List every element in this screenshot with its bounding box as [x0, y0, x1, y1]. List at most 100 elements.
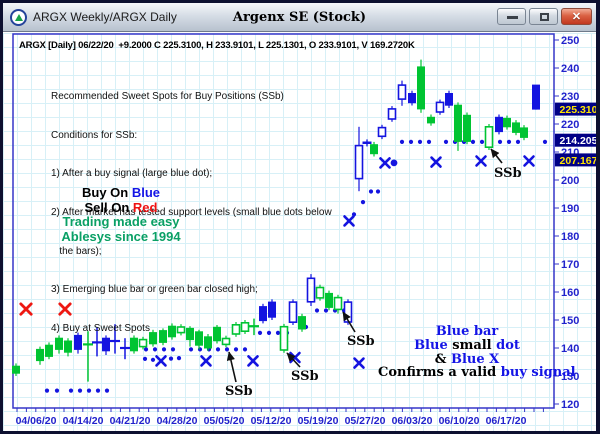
hollow-candle [176, 326, 186, 334]
buy-x-mark [343, 215, 355, 227]
filled-candle [168, 325, 176, 338]
note-line: 4) Buy at Sweet Spots [51, 323, 150, 335]
price-flag [555, 102, 596, 116]
support-dot [506, 139, 512, 144]
filled-candle [298, 316, 306, 330]
filled-candle [325, 292, 333, 308]
filled-candle [213, 326, 221, 342]
support-dot [142, 356, 148, 361]
hollow-candle [221, 337, 231, 346]
filled-candle [495, 116, 503, 133]
hollow-candle [315, 286, 325, 299]
price-flag-value: 207.167 [560, 155, 596, 167]
support-dot [104, 388, 110, 393]
instructions-note: Recommended Sweet Spots for Buy Position… [51, 65, 332, 362]
slogan-brand: Ablesys since 1994 [61, 228, 181, 244]
support-dot [77, 388, 83, 393]
slogan-sell-line: Sell On Red [84, 199, 158, 215]
maximize-button[interactable] [529, 8, 558, 25]
sell-x-mark [58, 302, 72, 316]
slogan-tagline: Trading made easy [62, 214, 180, 229]
slogan-block: Buy On Blue Sell On Red Trading made eas… [55, 185, 187, 244]
support-dot [426, 139, 432, 144]
ssb-arrow [490, 148, 503, 164]
filled-candle [370, 144, 378, 155]
hollow-candle [354, 144, 364, 180]
support-dot [68, 388, 74, 393]
legend-line-3: & Blue X [434, 351, 500, 367]
plot-border [12, 33, 555, 409]
filled-candle [520, 127, 528, 138]
y-axis-label: 140 [561, 343, 579, 355]
x-axis-label: 04/21/20 [110, 415, 151, 427]
ssb-arrow [226, 351, 237, 383]
price-chart-canvas[interactable]: 2502402302202102001901801701601501401301… [3, 33, 596, 431]
filled-candle [445, 93, 453, 106]
price-flag-value: 225.310 [560, 104, 596, 116]
support-dot [44, 388, 50, 393]
hollow-candle [435, 101, 445, 113]
support-dot [417, 139, 423, 144]
buy-x-mark [430, 156, 442, 168]
support-dot [161, 347, 167, 352]
hollow-candle [387, 108, 397, 120]
app-logo-icon [10, 8, 27, 26]
filled-candle [55, 337, 63, 350]
price-flag-value: 214.205 [560, 135, 596, 147]
hollow-candle [240, 321, 250, 332]
price-flag [555, 133, 596, 147]
support-dot [170, 347, 176, 352]
filled-candle [454, 104, 462, 142]
x-axis-label: 05/12/20 [251, 415, 292, 427]
note-line: Conditions for SSb: [51, 129, 138, 141]
close-button[interactable]: ✕ [561, 8, 592, 25]
y-axis-label: 120 [561, 399, 579, 411]
hollow-candle [333, 296, 343, 311]
filled-candle [408, 93, 416, 104]
filled-candle [130, 337, 138, 352]
hollow-candle [397, 84, 407, 100]
slogan-buy-line: Buy On Blue [81, 185, 160, 200]
support-dot [479, 139, 485, 144]
hollow-candle [138, 338, 148, 348]
y-axis-label: 240 [561, 63, 579, 75]
hollow-candle [306, 277, 316, 303]
y-axis-label: 150 [561, 315, 579, 327]
legend-line-4: Confirms a valid buy signal [378, 365, 576, 381]
close-icon: ✕ [571, 11, 582, 23]
buy-x-mark [247, 355, 259, 367]
note-line: 2) After market has tested support level… [51, 206, 332, 218]
x-axis-label: 05/05/20 [204, 415, 245, 427]
signal-legend: Blue bar Blue small dot & Blue X Confirm… [378, 325, 576, 381]
support-dot [257, 330, 263, 335]
filled-candle [195, 331, 203, 346]
hollow-candle [279, 325, 289, 351]
support-dot [168, 356, 174, 361]
window-title: ARGX Weekly/ARGX Daily [33, 10, 177, 24]
minimize-button[interactable] [497, 8, 526, 25]
filled-candle [149, 332, 157, 345]
filled-candle [102, 337, 110, 352]
support-dot [176, 356, 182, 361]
buy-x-mark [200, 355, 212, 367]
support-dot [275, 330, 281, 335]
support-dot [86, 388, 92, 393]
filled-candle [268, 301, 276, 318]
filled-candle [427, 116, 435, 124]
filled-candle [159, 330, 167, 343]
filled-candle [204, 336, 212, 349]
minimize-icon [507, 16, 518, 19]
ssb-label: SSb [494, 166, 522, 181]
buy-signal-dot [390, 159, 398, 167]
filled-candle [259, 306, 267, 322]
support-dot [54, 388, 60, 393]
support-dot [360, 200, 366, 205]
filled-candle [512, 122, 520, 133]
buy-x-mark [523, 155, 535, 167]
filled-candle [36, 348, 44, 362]
y-axis-label: 180 [561, 231, 579, 243]
buy-x-mark [379, 157, 391, 169]
title-bar: ARGX Weekly/ARGX Daily Argenx SE (Stock)… [3, 3, 596, 32]
support-dot [215, 347, 221, 352]
